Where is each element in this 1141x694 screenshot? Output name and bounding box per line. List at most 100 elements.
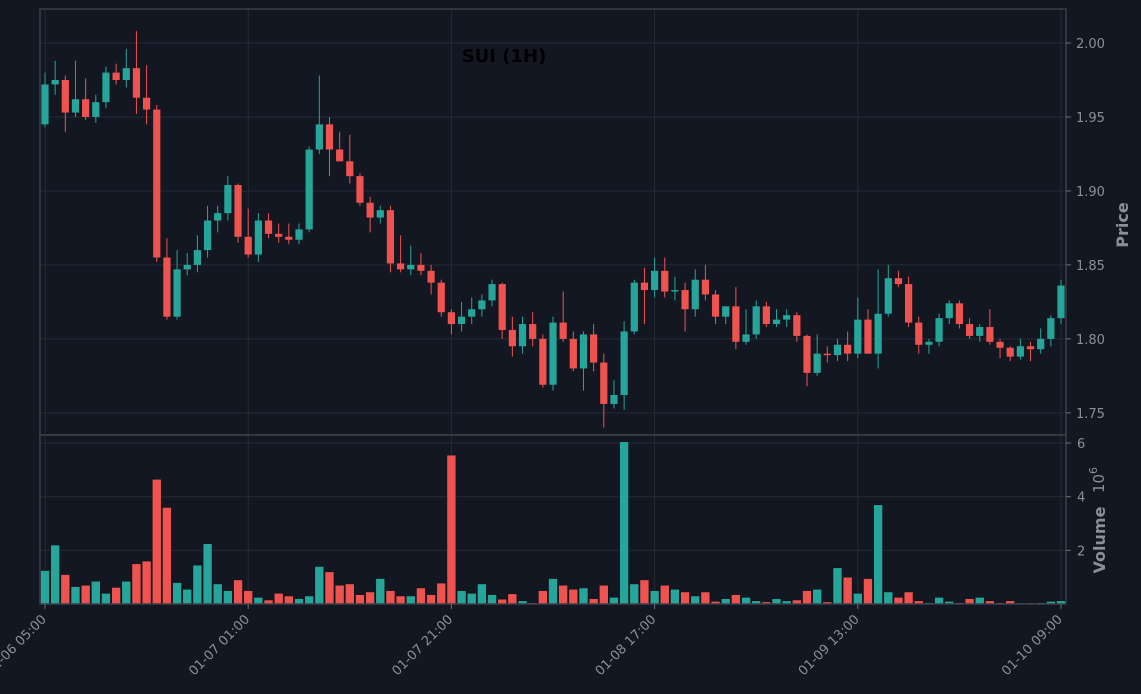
volume-bar: [812, 588, 822, 605]
price-tick-label: 2.00: [1076, 37, 1105, 52]
candle-up: [691, 279, 699, 310]
candle-up: [1016, 346, 1024, 357]
candle-down: [112, 72, 120, 80]
candle-up: [854, 319, 862, 354]
volume-bar: [893, 596, 904, 605]
volume-bar: [720, 598, 731, 605]
candle-down: [996, 341, 1004, 348]
volume-bar: [466, 592, 477, 605]
volume-tick-label: 4: [1077, 491, 1085, 506]
volume-bar: [903, 591, 914, 605]
candle-down: [336, 149, 344, 162]
candle-down: [346, 161, 354, 177]
volume-bar: [680, 591, 690, 605]
candle-up: [203, 220, 212, 251]
candle-down: [427, 270, 435, 283]
volume-bar: [538, 590, 548, 605]
candle-down: [701, 279, 709, 295]
volume-bar: [80, 584, 91, 605]
volume-bar: [385, 590, 396, 605]
candle-up: [772, 319, 781, 325]
candle-down: [153, 109, 161, 258]
candle-down: [793, 315, 801, 336]
volume-bar: [60, 574, 71, 605]
candle-down: [711, 294, 720, 317]
volume-bar: [426, 594, 436, 605]
volume-bar: [334, 584, 345, 605]
candle-down: [762, 306, 770, 325]
candle-up: [51, 80, 59, 85]
candle-down: [590, 334, 598, 363]
candle-down: [640, 282, 649, 291]
candle-up: [122, 68, 130, 80]
volume-bar: [162, 507, 172, 605]
volume-bar: [578, 587, 589, 605]
volume-bar: [842, 576, 853, 605]
candle-down: [894, 278, 903, 285]
volume-bar: [568, 588, 579, 605]
volume-bar: [365, 591, 375, 605]
volume-bar: [487, 594, 497, 605]
volume-bar: [405, 595, 416, 605]
candle-up: [295, 229, 303, 240]
volume-bar: [395, 595, 406, 605]
candle-down: [864, 319, 872, 354]
volume-bar: [731, 594, 741, 605]
candle-down: [163, 257, 171, 317]
candle-up: [874, 313, 882, 354]
volume-bar: [314, 566, 325, 605]
volume-bar: [70, 586, 81, 605]
candle-down: [82, 99, 90, 117]
volume-bar: [649, 590, 660, 605]
volume-bar: [852, 592, 863, 605]
volume-bar: [700, 591, 711, 605]
candle-up: [722, 306, 730, 317]
candle-down: [234, 185, 242, 237]
volume-bar: [355, 594, 365, 605]
price-axis-label: Price: [1113, 202, 1132, 248]
candle-up: [579, 334, 588, 369]
volume-bar: [629, 583, 640, 605]
candle-up: [214, 213, 222, 221]
price-axis-ticks: 1.75 1.80 1.85 1.90 1.95 2.00: [1066, 37, 1105, 422]
volume-bar: [121, 580, 132, 605]
candle-up: [305, 149, 313, 230]
candle-up: [935, 318, 943, 342]
volume-axis-ticks: 2 4 6: [1066, 437, 1085, 559]
price-tick-label: 1.95: [1076, 111, 1105, 126]
volume-tick-label: 6: [1077, 437, 1085, 452]
candle-down: [397, 263, 405, 270]
volume-bar: [151, 478, 162, 605]
candle-down: [366, 202, 374, 218]
volume-bar: [598, 584, 609, 605]
candle-down: [437, 282, 445, 313]
volume-bar: [111, 587, 121, 605]
candle-down: [823, 353, 831, 356]
volume-bar: [771, 598, 782, 605]
candle-up: [92, 102, 100, 117]
candle-up: [224, 185, 232, 214]
candle-up: [518, 324, 527, 347]
candle-down: [1026, 346, 1035, 350]
candle-down: [498, 284, 506, 330]
candle-up: [102, 72, 110, 103]
volume-bar: [202, 543, 213, 605]
candle-down: [569, 338, 577, 369]
candle-up: [315, 124, 323, 150]
candle-down: [559, 322, 567, 339]
candle-up: [833, 344, 842, 356]
volume-bar: [416, 587, 426, 605]
candle-up: [783, 315, 791, 320]
volume-bar: [964, 598, 975, 605]
candle-down: [132, 68, 141, 98]
candle-down: [356, 176, 364, 203]
candle-down: [417, 264, 425, 271]
candle-up: [620, 331, 628, 396]
volume-bar: [832, 567, 843, 605]
volume-bar: [375, 578, 386, 605]
candle-down: [275, 233, 283, 237]
volume-bar: [131, 563, 142, 605]
volume-bar: [40, 570, 50, 605]
volume-bar: [223, 590, 233, 605]
